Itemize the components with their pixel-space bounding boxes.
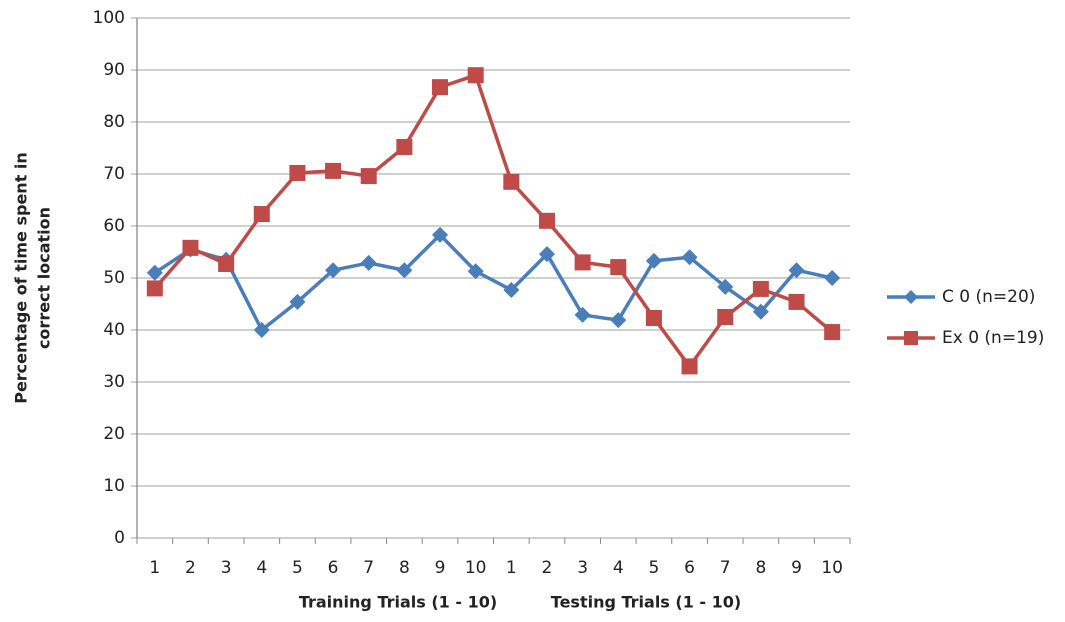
x-tick-label: 8	[399, 558, 410, 578]
point	[467, 263, 484, 280]
x-axis-title: Training Trials (1 - 10)	[299, 593, 497, 612]
point	[360, 168, 377, 185]
point	[253, 322, 270, 338]
y-tick-label: 30	[103, 372, 125, 392]
point	[681, 249, 698, 266]
point	[432, 79, 449, 96]
x-tick-label: 5	[649, 558, 660, 578]
x-tick-label: 8	[755, 558, 766, 578]
point	[752, 280, 769, 297]
x-tick-label: 4	[613, 558, 624, 578]
x-tick-label: 4	[256, 558, 267, 578]
point	[289, 293, 306, 310]
point	[824, 324, 841, 341]
line	[153, 233, 833, 332]
x-tick-label: 1	[149, 558, 160, 578]
y-tick-label: 40	[103, 320, 125, 340]
x-tick-label: 10	[465, 558, 487, 578]
point	[574, 254, 591, 271]
y-tick-label: 100	[93, 8, 125, 28]
x-tick-label: 3	[221, 558, 232, 578]
x-tick-label: 6	[328, 558, 339, 578]
y-tick-label: 90	[103, 60, 125, 80]
point	[788, 293, 805, 310]
legend-marker	[904, 331, 918, 345]
x-tick-label: 9	[791, 558, 802, 578]
y-tick-label: 10	[103, 476, 125, 496]
point	[610, 312, 627, 329]
x-tick-label: 9	[435, 558, 446, 578]
point	[610, 259, 627, 276]
y-tick-label: 60	[103, 216, 125, 236]
y-tick-label: 70	[103, 164, 125, 184]
x-tick-label: 2	[185, 558, 196, 578]
point	[503, 281, 520, 298]
point	[681, 358, 698, 375]
point	[503, 173, 520, 190]
y-axis-title: Percentage of time spent in	[12, 152, 31, 404]
y-tick-label: 80	[103, 112, 125, 132]
point	[146, 264, 163, 281]
point	[574, 306, 591, 323]
x-tick-label: 2	[542, 558, 553, 578]
x-tick-label: 3	[577, 558, 588, 578]
x-tick-label: 10	[821, 558, 843, 578]
x-tick-label: 5	[292, 558, 303, 578]
x-axis-title: Testing Trials (1 - 10)	[551, 593, 741, 612]
y-axis-title: correct location	[35, 207, 54, 349]
y-tick-label: 50	[103, 268, 125, 288]
point	[645, 252, 662, 269]
point	[824, 270, 841, 286]
y-tick-label: 20	[103, 424, 125, 444]
x-tick-label: 1	[506, 558, 517, 578]
legend-marker	[904, 290, 918, 304]
point	[717, 278, 734, 295]
point	[396, 138, 413, 155]
point	[360, 254, 377, 271]
x-tick-label: 7	[363, 558, 374, 578]
point	[396, 262, 413, 279]
point	[325, 262, 342, 279]
x-tick-label: 7	[720, 558, 731, 578]
point	[182, 239, 199, 256]
point	[218, 255, 235, 272]
point	[717, 309, 734, 325]
y-tick-label: 0	[114, 528, 125, 548]
point	[752, 303, 769, 320]
x-tick-label: 6	[684, 558, 695, 578]
point	[289, 164, 306, 181]
point	[146, 280, 163, 297]
point	[432, 226, 449, 243]
point	[645, 310, 662, 327]
point	[538, 246, 555, 263]
point	[253, 206, 270, 223]
point	[788, 262, 805, 279]
point	[538, 212, 555, 229]
legend-label: C 0 (n=20)	[942, 287, 1035, 307]
legend-label: Ex 0 (n=19)	[942, 328, 1044, 348]
point	[467, 67, 484, 84]
point	[325, 162, 342, 179]
